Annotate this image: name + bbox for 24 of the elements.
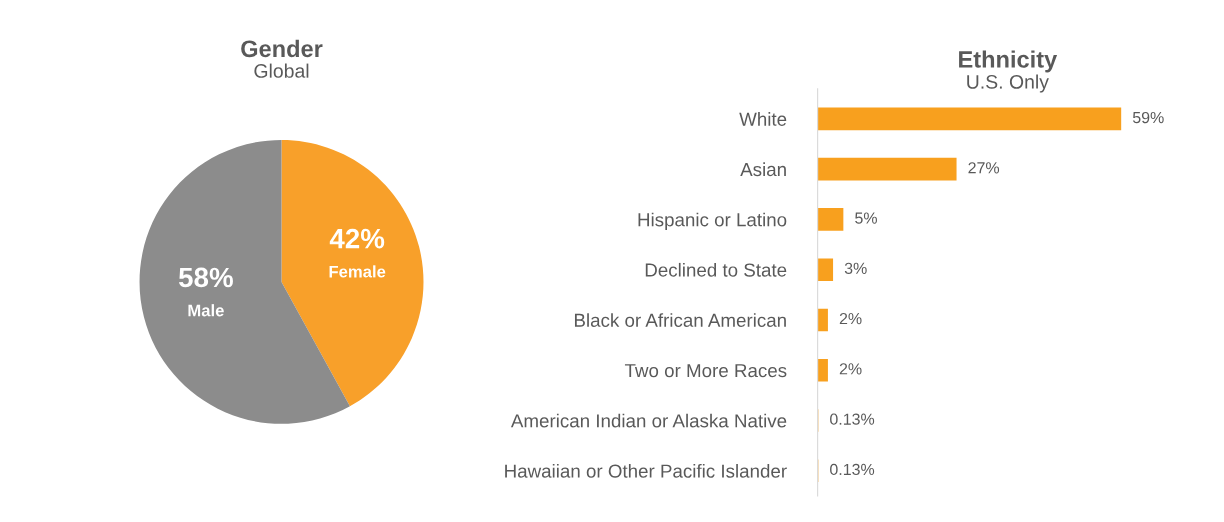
y-tick-label: Hispanic or Latino <box>638 212 787 231</box>
chart-subtitle: U.S. Only <box>967 74 1049 93</box>
chart-title: Gender <box>241 39 323 58</box>
y-tick-label: Hawaiian or Other Pacific Islander <box>505 463 787 478</box>
chart-subtitle: Global <box>254 63 309 78</box>
data-label: 0.13% <box>830 463 875 476</box>
data-label: 59% <box>1132 111 1164 124</box>
slice-label: Female <box>329 265 386 278</box>
data-label: 2% <box>839 312 862 325</box>
y-tick-label: White <box>739 112 787 126</box>
data-label: 58% <box>178 267 233 288</box>
y-tick-label: American Indian or Alaska Native <box>510 413 787 428</box>
data-label: 27% <box>968 162 1000 174</box>
y-tick-label: Asian <box>740 162 786 177</box>
data-label: 3% <box>844 262 867 274</box>
data-label: 5% <box>855 212 877 224</box>
y-tick-label: Declined to State <box>645 262 787 277</box>
slice-label: Male <box>188 304 224 317</box>
y-tick-label: Black or African American <box>574 313 786 327</box>
y-tick-label: Two or More Races <box>624 364 787 378</box>
data-label: 0.13% <box>830 413 875 425</box>
chart-title: Ethnicity <box>959 50 1058 73</box>
data-label: 2% <box>839 363 862 375</box>
data-label: 42% <box>329 228 385 249</box>
